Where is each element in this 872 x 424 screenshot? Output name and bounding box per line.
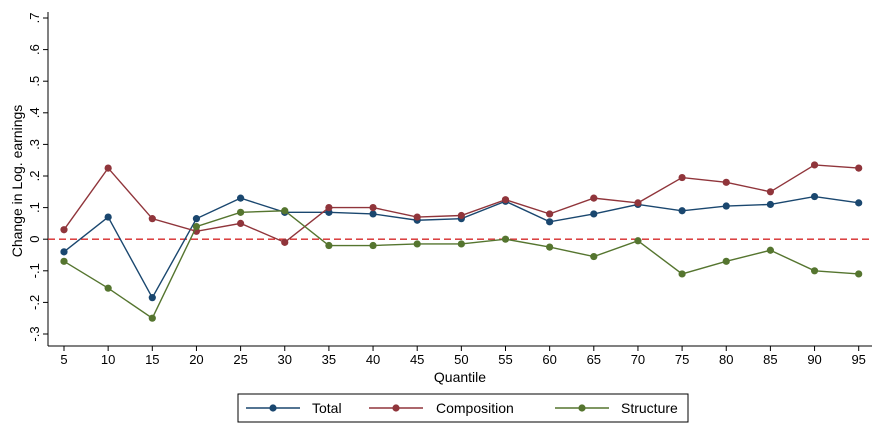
data-point	[413, 240, 421, 248]
y-tick-label: .2	[27, 171, 42, 182]
series-composition	[60, 161, 863, 246]
legend-label: Structure	[621, 400, 678, 416]
data-point	[104, 213, 112, 221]
x-tick-label: 65	[587, 352, 601, 367]
y-tick-label: -.1	[27, 263, 42, 278]
data-point	[810, 267, 819, 275]
data-point	[281, 238, 289, 246]
data-point	[369, 241, 377, 250]
series-line	[63, 164, 859, 244]
y-tick-label: .6	[27, 44, 42, 55]
x-tick-label: 5	[60, 352, 67, 367]
data-point	[590, 252, 598, 261]
data-point	[369, 204, 377, 212]
data-point	[369, 210, 377, 218]
x-tick-label: 60	[542, 352, 556, 367]
data-point	[855, 270, 863, 278]
data-point	[60, 226, 68, 234]
data-point	[810, 192, 819, 201]
data-point	[501, 196, 510, 204]
data-point	[60, 257, 68, 265]
data-point	[501, 235, 510, 243]
series-group	[60, 161, 863, 322]
x-tick-label: 35	[322, 352, 336, 367]
y-tick-label: -.3	[27, 326, 42, 341]
x-tick-label: 25	[233, 352, 247, 367]
data-point	[325, 241, 333, 250]
x-tick-label: 40	[366, 352, 380, 367]
x-tick-label: 30	[278, 352, 292, 367]
x-tick-label: 55	[498, 352, 512, 367]
data-point	[855, 164, 863, 172]
x-tick-label: 10	[101, 352, 115, 367]
legend-marker	[269, 404, 277, 412]
data-point	[722, 257, 730, 265]
data-point	[678, 270, 686, 278]
legend-item-composition: Composition	[369, 400, 514, 416]
data-point	[590, 210, 598, 218]
data-point	[237, 208, 245, 216]
data-point	[60, 248, 68, 256]
data-point	[281, 207, 289, 215]
data-point	[148, 215, 156, 223]
x-tick-label: 50	[454, 352, 468, 367]
data-point	[104, 164, 112, 172]
series-structure	[60, 207, 863, 322]
legend-label: Total	[312, 400, 342, 416]
data-point	[634, 199, 642, 207]
y-tick-label: .4	[27, 107, 42, 118]
y-tick-label: .5	[27, 76, 42, 87]
legend-item-total: Total	[246, 400, 342, 416]
y-axis-title: Change in Log. earnings	[9, 105, 25, 258]
y-tick-label: .3	[27, 139, 42, 150]
x-tick-label: 90	[807, 352, 821, 367]
data-point	[192, 222, 201, 231]
data-point	[810, 161, 819, 169]
legend-marker	[392, 404, 400, 412]
y-tick-label: 0	[27, 236, 42, 243]
data-point	[192, 215, 201, 223]
legend-item-structure: Structure	[555, 400, 678, 416]
data-point	[678, 207, 686, 215]
x-tick-label: 45	[410, 352, 424, 367]
legend-marker	[578, 404, 586, 412]
data-point	[413, 213, 421, 221]
legend: Total Composition Structure	[237, 393, 689, 423]
y-tick-label: -.2	[27, 295, 42, 310]
x-tick-label: 80	[719, 352, 733, 367]
y-tick-label: .7	[27, 13, 42, 24]
data-point	[237, 219, 245, 227]
data-point	[678, 173, 686, 182]
data-point	[104, 284, 112, 292]
data-point	[634, 237, 642, 245]
x-tick-label: 85	[763, 352, 777, 367]
x-tick-label: 95	[851, 352, 865, 367]
data-point	[855, 199, 863, 207]
data-point	[722, 178, 730, 186]
data-point	[148, 314, 156, 322]
data-point	[766, 246, 775, 254]
data-point	[546, 218, 554, 226]
x-tick-label: 20	[189, 352, 203, 367]
data-point	[590, 194, 598, 202]
x-axis-title: Quantile	[434, 369, 486, 385]
data-point	[148, 294, 156, 302]
data-point	[722, 202, 730, 210]
data-point	[457, 240, 465, 248]
data-point	[457, 211, 465, 220]
x-tick-label: 15	[145, 352, 159, 367]
data-point	[237, 194, 245, 202]
legend-box	[237, 393, 689, 423]
y-tick-label: .1	[27, 202, 42, 213]
data-point	[546, 243, 554, 251]
x-tick-label: 75	[675, 352, 689, 367]
data-point	[766, 200, 775, 209]
x-tick-label: 70	[631, 352, 645, 367]
data-point	[546, 210, 554, 218]
data-point	[325, 204, 333, 212]
legend-label: Composition	[436, 400, 514, 416]
data-point	[766, 188, 775, 196]
